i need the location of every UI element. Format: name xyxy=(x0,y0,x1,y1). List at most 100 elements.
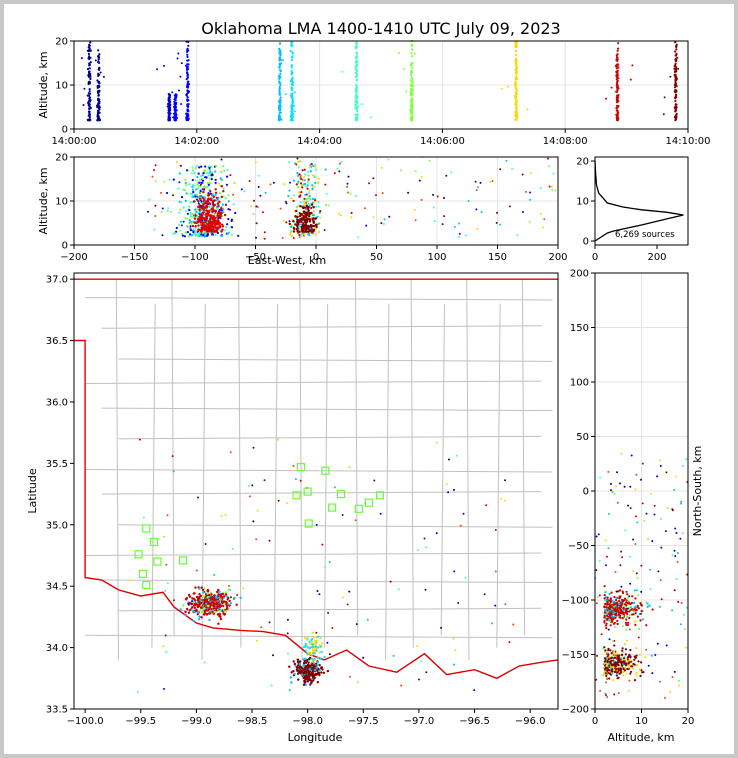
lightning-source xyxy=(230,233,233,236)
lightning-source xyxy=(383,218,386,221)
lightning-source xyxy=(462,512,465,515)
lightning-source xyxy=(88,118,91,121)
lightning-source xyxy=(278,52,281,55)
lightning-source xyxy=(609,614,612,617)
lightning-source xyxy=(312,205,315,209)
ew-height-sources xyxy=(147,156,557,240)
lightning-source xyxy=(198,587,201,590)
lma-station-marker xyxy=(142,580,151,590)
lightning-source xyxy=(278,42,282,45)
lightning-source xyxy=(613,626,616,629)
lightning-source xyxy=(179,208,182,211)
lightning-source xyxy=(186,63,189,66)
lightning-source xyxy=(410,108,413,111)
lightning-source xyxy=(328,561,331,563)
lightning-source xyxy=(243,190,246,193)
histogram-x-label: 0 xyxy=(592,252,598,263)
lightning-source xyxy=(292,660,295,663)
lightning-source xyxy=(294,478,297,481)
lightning-source xyxy=(193,171,196,175)
lightning-source xyxy=(605,564,607,567)
lightning-source xyxy=(195,165,198,168)
lightning-source xyxy=(163,687,165,690)
lightning-source xyxy=(306,646,309,649)
lightning-source xyxy=(311,660,314,663)
lightning-source xyxy=(316,663,319,666)
lightning-source xyxy=(191,606,194,609)
lightning-source xyxy=(215,207,218,210)
lightning-source xyxy=(296,215,299,219)
lightning-source xyxy=(196,175,199,179)
lightning-source xyxy=(619,589,622,592)
lightning-source xyxy=(214,188,217,191)
lightning-source xyxy=(88,81,91,84)
lightning-source xyxy=(252,213,255,215)
lightning-source xyxy=(312,676,315,679)
lightning-source xyxy=(221,228,224,231)
lightning-source xyxy=(621,647,624,650)
lightning-source xyxy=(310,203,314,206)
lightning-source xyxy=(309,683,312,686)
lightning-source xyxy=(636,604,639,607)
lightning-source xyxy=(609,661,612,665)
lightning-source xyxy=(212,215,215,218)
plan-view-y-label: 34.5 xyxy=(46,582,68,593)
lightning-source xyxy=(182,220,185,223)
lightning-source xyxy=(640,590,643,593)
lightning-source xyxy=(218,182,221,185)
lightning-source xyxy=(457,602,460,604)
lightning-source xyxy=(364,207,366,210)
lightning-source xyxy=(314,164,317,166)
lightning-source xyxy=(639,612,643,615)
lightning-source xyxy=(632,538,635,541)
lightning-source xyxy=(186,104,189,107)
lightning-source xyxy=(674,69,677,72)
lightning-source xyxy=(638,668,642,671)
lightning-source xyxy=(302,658,305,661)
lightning-source xyxy=(288,222,291,226)
lightning-source xyxy=(169,210,172,213)
lightning-source xyxy=(287,652,289,655)
lightning-source xyxy=(616,622,619,626)
lightning-source xyxy=(625,590,628,593)
lightning-source xyxy=(666,507,669,510)
lightning-source xyxy=(166,582,169,585)
lightning-source xyxy=(620,585,623,588)
lightning-source xyxy=(368,182,370,185)
lightning-source xyxy=(617,590,620,593)
lightning-source xyxy=(293,227,296,231)
ns-height-xlabel: Altitude, km xyxy=(607,731,674,744)
lightning-source xyxy=(251,484,254,487)
plan-view-y-label: 35.0 xyxy=(46,520,68,531)
lightning-source xyxy=(198,618,201,621)
lightning-source xyxy=(515,72,518,75)
lightning-source xyxy=(635,672,638,675)
lightning-source xyxy=(179,220,182,223)
lightning-source xyxy=(96,104,99,107)
lightning-source xyxy=(194,214,197,217)
lightning-source xyxy=(185,169,189,172)
lightning-source xyxy=(197,218,200,221)
lightning-source xyxy=(311,631,314,634)
lightning-source xyxy=(284,200,287,203)
lightning-source xyxy=(355,56,358,59)
lightning-source xyxy=(192,228,195,231)
ew-height-y-label: 10 xyxy=(55,197,68,208)
lightning-source xyxy=(615,107,618,110)
lightning-source xyxy=(315,523,318,526)
lightning-source xyxy=(671,508,674,511)
lightning-source xyxy=(675,43,678,46)
lightning-source xyxy=(306,230,310,233)
lightning-source xyxy=(649,588,652,591)
lightning-source xyxy=(189,211,192,215)
ew-height-x-label: −200 xyxy=(60,252,87,263)
lightning-source xyxy=(199,178,202,181)
lightning-source xyxy=(200,222,203,225)
lightning-source xyxy=(304,642,307,646)
lightning-source xyxy=(186,89,189,92)
lightning-source xyxy=(97,58,100,61)
lightning-source xyxy=(205,200,208,203)
lightning-source xyxy=(165,563,168,566)
lightning-source xyxy=(189,201,192,204)
